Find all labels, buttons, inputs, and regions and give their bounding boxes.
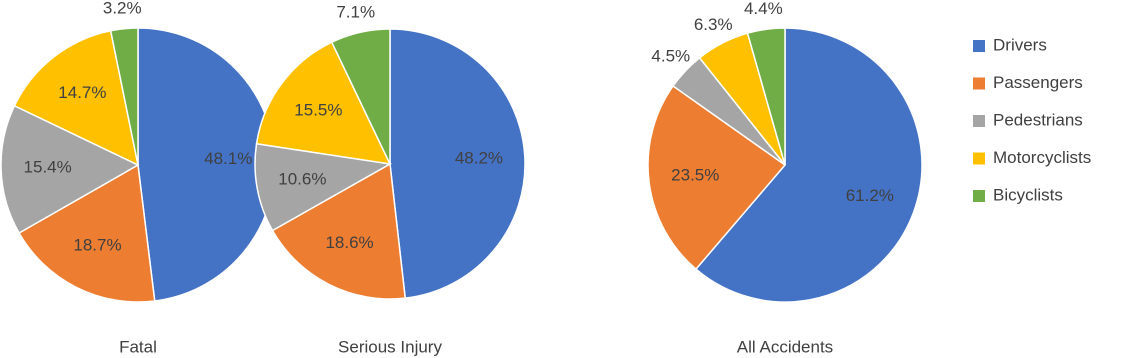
data-label: 48.1% (204, 149, 252, 168)
pie-slice (254, 142, 393, 232)
pie-title: All Accidents (737, 337, 833, 356)
legend-label: Motorcyclists (993, 148, 1091, 167)
legend-label: Drivers (993, 35, 1047, 54)
data-label: 61.2% (846, 186, 894, 205)
pie-slice (694, 27, 923, 303)
pie-slice (330, 28, 391, 165)
legend-swatch (973, 40, 985, 52)
pie-title: Fatal (119, 337, 157, 356)
data-label: 23.5% (671, 166, 719, 185)
legend-label: Bicyclists (993, 185, 1063, 204)
pie-slice (389, 28, 526, 299)
legend-swatch (973, 190, 985, 202)
pie-slice (271, 162, 407, 300)
data-label: 15.5% (294, 100, 342, 119)
data-label: 10.6% (278, 170, 326, 189)
data-label: 18.6% (325, 233, 373, 252)
pie-slice (13, 29, 140, 167)
pie-slice (746, 27, 786, 166)
data-label: 14.7% (58, 83, 106, 102)
legend-label: Pedestrians (993, 110, 1083, 129)
pie-slice (0, 104, 140, 235)
legend-swatch (973, 152, 985, 165)
data-label: 3.2% (103, 0, 142, 17)
legend-swatch (973, 115, 985, 127)
pie-slice (647, 84, 787, 271)
pie-slice (109, 27, 139, 166)
legend-label: Passengers (993, 73, 1083, 92)
pie-slice (255, 41, 392, 165)
data-label: 15.4% (24, 158, 72, 177)
data-label: 18.7% (73, 235, 121, 254)
pie-title: Serious Injury (338, 337, 442, 356)
data-label: 6.3% (694, 15, 733, 34)
data-label: 4.4% (744, 0, 783, 18)
legend-swatch (973, 77, 985, 90)
pie-slice (18, 163, 156, 303)
data-label: 4.5% (651, 47, 690, 66)
data-label: 48.2% (455, 148, 503, 167)
data-label: 7.1% (336, 2, 375, 21)
